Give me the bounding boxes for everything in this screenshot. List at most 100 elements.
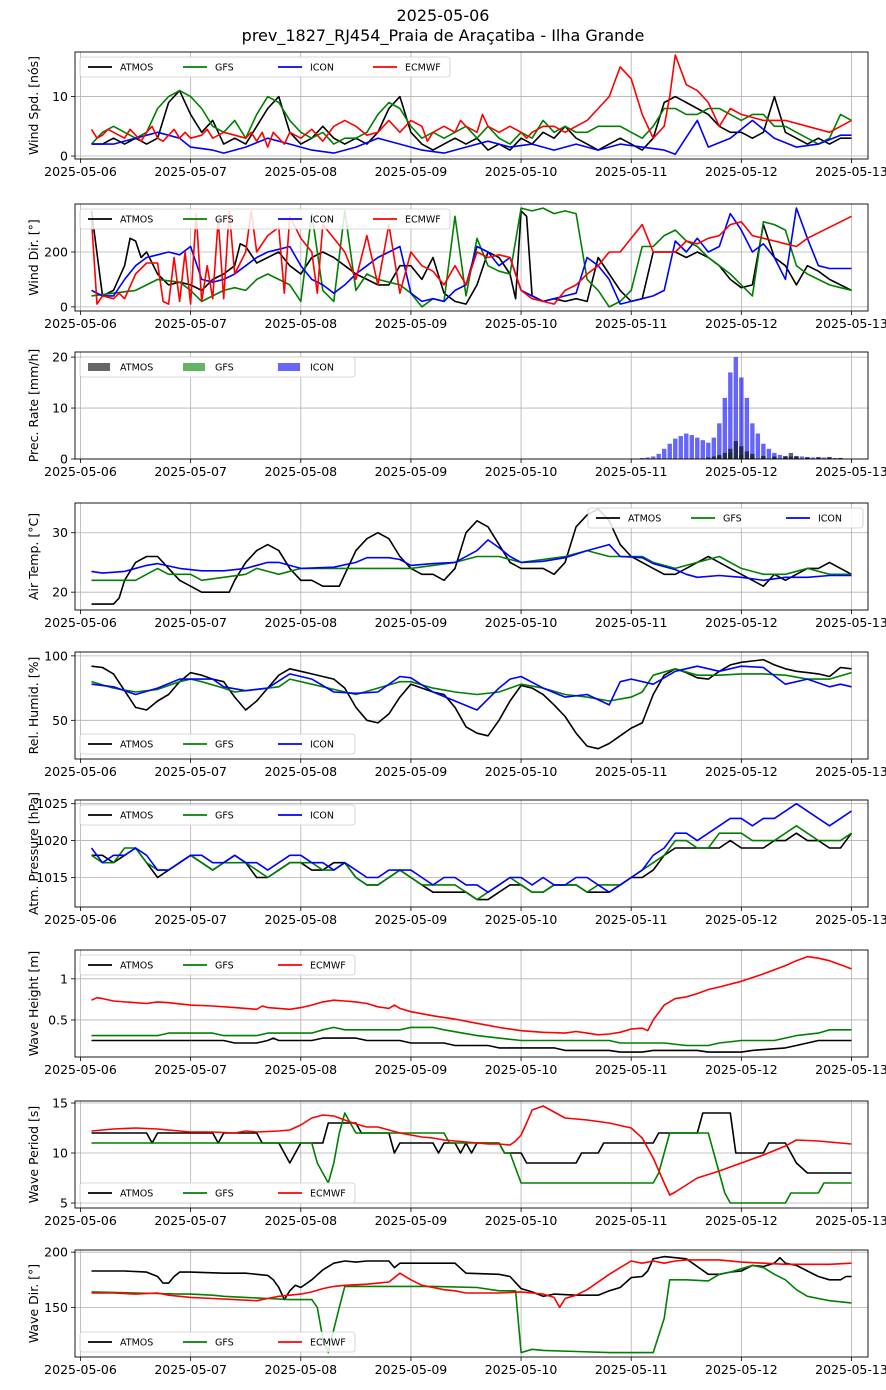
chart-panel-7: 2025-05-06 2025-05-07 2025-05-08 2025-05-09… — [26, 949, 886, 1077]
y-tick-label: 20 — [52, 350, 68, 365]
x-tick-label: 2025-05-12 — [705, 316, 778, 331]
series-line-gfs — [91, 207, 852, 308]
y-tick-label: 20 — [52, 585, 68, 600]
x-tick-label: 2025-05-13 — [815, 1362, 886, 1377]
y-tick-label: 0 — [60, 299, 68, 314]
x-tick-label: 2025-05-06 — [44, 764, 117, 779]
series-line-gfs — [91, 1264, 852, 1354]
x-tick-label: 2025-05-08 — [264, 912, 337, 927]
legend-label-atmos: ATMOS — [120, 961, 153, 972]
y-tick-label: 10 — [52, 1146, 68, 1161]
x-tick-label: 2025-05-13 — [815, 615, 886, 630]
y-tick-label: 100 — [44, 648, 68, 663]
y-tick-label: 10 — [52, 401, 68, 416]
legend-box — [79, 1182, 356, 1204]
legend: ATMOS GFS ICON — [79, 356, 356, 378]
series-line-ecmwf — [90, 210, 852, 305]
axes-frame — [74, 51, 869, 160]
x-tick-label: 2025-05-13 — [815, 912, 886, 927]
bar-icon — [739, 377, 744, 459]
legend-box — [79, 1331, 356, 1353]
bar-icon — [733, 357, 739, 459]
bar-icon — [832, 457, 838, 459]
y-axis-label: Wave Period [s] — [26, 1106, 41, 1204]
x-tick-label: 2025-05-12 — [705, 615, 778, 630]
legend: ATMOS GFS ECMWF — [79, 1331, 356, 1353]
legend-box — [587, 507, 864, 529]
grid — [75, 800, 868, 907]
x-tick-label: 2025-05-11 — [595, 316, 668, 331]
bar-icon — [645, 457, 650, 459]
x-tick-label: 2025-05-12 — [705, 912, 778, 927]
axes-frame — [74, 502, 869, 611]
y-tick-label: 1025 — [36, 796, 68, 811]
y-tick-label: 1020 — [36, 833, 68, 848]
bar-atmos — [805, 457, 810, 459]
series-line-gfs — [91, 549, 852, 582]
bar-icon — [673, 438, 678, 459]
series-line-icon — [91, 119, 852, 155]
x-tick-label: 2025-05-06 — [44, 164, 117, 179]
y-tick-label: 5 — [60, 1196, 68, 1211]
x-tick-label: 2025-05-09 — [375, 316, 448, 331]
figure-title-station: prev_1827_RJ454_Praia de Araçatiba - Ilh… — [241, 26, 645, 45]
x-tick-label: 2025-05-11 — [595, 1362, 668, 1377]
figure-title: 2025-05-06 prev_1827_RJ454_Praia de Araç… — [0, 6, 886, 46]
bar-atmos — [750, 453, 755, 459]
legend-label-gfs: GFS — [215, 811, 234, 822]
x-tick-label: 2025-05-11 — [595, 1213, 668, 1228]
x-tick-label: 2025-05-13 — [815, 764, 886, 779]
x-tick-label: 2025-05-06 — [44, 1062, 117, 1077]
y-axis-label: Air Temp. [°C] — [26, 513, 41, 600]
y-axis-label: Rel. Humid. [%] — [26, 657, 41, 755]
legend-label-gfs: GFS — [215, 1189, 234, 1200]
x-tick-label: 2025-05-12 — [705, 1062, 778, 1077]
x-tick-label: 2025-05-11 — [595, 1062, 668, 1077]
grid — [75, 950, 868, 1057]
series-group — [91, 1255, 852, 1354]
legend: ATMOS GFS ICON ECMWF — [79, 56, 451, 78]
y-tick-label: 150 — [44, 1300, 68, 1315]
y-tick-label: 1 — [60, 971, 68, 986]
x-tick-label: 2025-05-07 — [154, 912, 227, 927]
bar-icon — [706, 442, 711, 459]
series-group — [90, 207, 852, 308]
legend-label-icon: ICON — [818, 514, 842, 525]
x-tick-label: 2025-05-10 — [485, 1213, 558, 1228]
series-line-ecmwf — [91, 955, 852, 1036]
bar-atmos — [827, 456, 832, 459]
legend-label-atmos: ATMOS — [120, 1189, 153, 1200]
bar-icon — [711, 437, 717, 459]
y-axis-label: Wind Dir. [°] — [26, 219, 41, 295]
x-tick-label: 2025-05-12 — [705, 164, 778, 179]
x-tick-label: 2025-05-10 — [485, 316, 558, 331]
legend: ATMOS GFS ICON — [79, 804, 356, 826]
legend-label-ecmwf: ECMWF — [310, 1338, 346, 1349]
legend: ATMOS GFS ECMWF — [79, 954, 356, 976]
x-tick-label: 2025-05-13 — [815, 1062, 886, 1077]
legend-label-atmos: ATMOS — [120, 215, 153, 226]
legend-box — [79, 208, 451, 230]
legend-label-atmos: ATMOS — [120, 740, 153, 751]
axes-frame — [74, 651, 869, 760]
legend-label-ecmwf: ECMWF — [310, 1189, 346, 1200]
bar-icon — [772, 452, 777, 459]
bar-icon — [717, 423, 722, 459]
series-line-ecmwf — [91, 1105, 852, 1196]
series-line-gfs — [91, 1026, 852, 1047]
x-tick-label: 2025-05-12 — [705, 1213, 778, 1228]
x-tick-label: 2025-05-07 — [154, 316, 227, 331]
bar-icon — [766, 448, 772, 459]
series-group — [91, 508, 852, 605]
bar-icon — [667, 443, 672, 459]
x-tick-label: 2025-05-10 — [485, 912, 558, 927]
y-tick-label: 0.5 — [48, 1012, 68, 1027]
legend-label-gfs: GFS — [215, 63, 234, 74]
legend-swatch-gfs — [183, 363, 205, 371]
legend-label-atmos: ATMOS — [120, 811, 153, 822]
y-axis-label: Wave Height [m] — [26, 951, 41, 1057]
axes-frame — [74, 351, 869, 460]
chart-panel-8: 2025-05-06 2025-05-07 2025-05-08 2025-05-09… — [26, 1096, 886, 1229]
legend-label-gfs: GFS — [215, 1338, 234, 1349]
bar-atmos — [711, 456, 717, 459]
